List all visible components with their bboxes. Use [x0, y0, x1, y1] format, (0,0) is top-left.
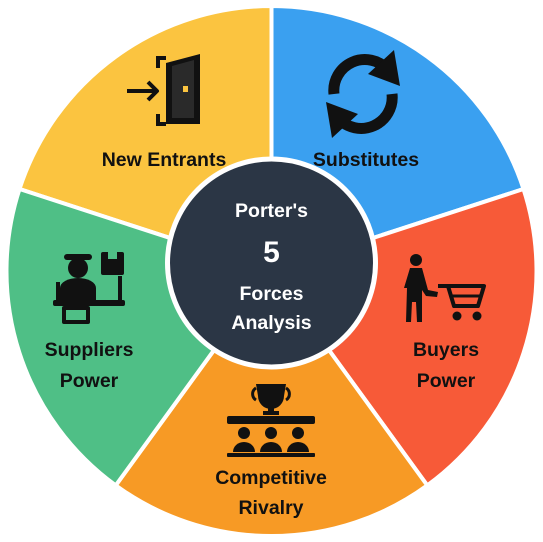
label-suppliers-power-line1: Suppliers [45, 339, 134, 361]
label-competitive-rivalry-line1: Competitive [215, 467, 327, 489]
center-title: Porter's 5 Forces Analysis [231, 200, 311, 334]
label-substitutes: Substitutes [313, 149, 419, 171]
label-suppliers-power-line2: Power [60, 370, 119, 392]
center-number: 5 [263, 236, 280, 269]
label-new-entrants: New Entrants [102, 149, 227, 171]
shopping-cart-icon [404, 254, 486, 322]
center-line-analysis: Analysis [231, 312, 311, 334]
supplier-desk-icon [53, 252, 125, 324]
center-line-forces: Forces [240, 283, 304, 305]
trophy-competitors-icon [227, 384, 315, 457]
door-enter-icon [127, 54, 200, 126]
segment-labels: New Entrants Substitutes Buyers Power Co… [45, 149, 480, 519]
label-buyers-power-line1: Buyers [413, 339, 479, 361]
center-hub [165, 156, 378, 370]
label-buyers-power-line2: Power [417, 370, 476, 392]
center-line-porters: Porter's [235, 200, 308, 222]
label-competitive-rivalry-line2: Rivalry [238, 497, 303, 519]
sync-arrows-icon [326, 50, 400, 138]
